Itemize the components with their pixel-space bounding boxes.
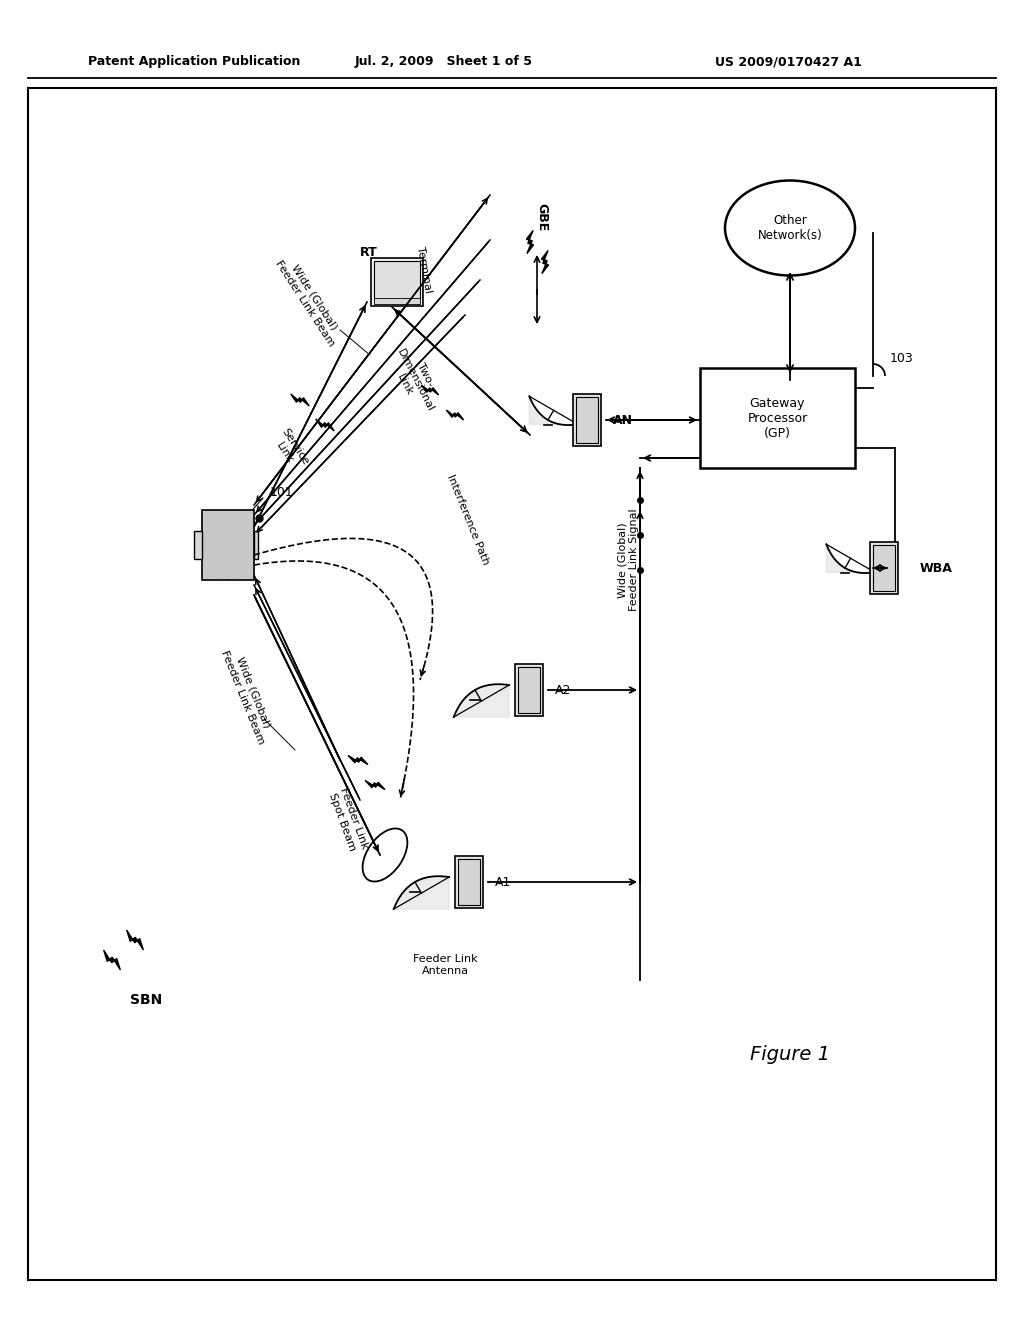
- Polygon shape: [393, 876, 450, 909]
- Text: Feeder Link
Antenna: Feeder Link Antenna: [413, 954, 477, 975]
- Polygon shape: [103, 950, 121, 970]
- Bar: [202, 510, 254, 579]
- Text: Wide (Global)
Feeder Link Beam: Wide (Global) Feeder Link Beam: [273, 252, 346, 348]
- Text: Two-
Dimensional
Link: Two- Dimensional Link: [384, 342, 445, 418]
- Text: A1: A1: [495, 875, 511, 888]
- Bar: [700, 368, 855, 469]
- Text: Gateway
Processor
(GP): Gateway Processor (GP): [748, 396, 808, 440]
- Polygon shape: [826, 544, 874, 573]
- Text: Wide (Global)
Feeder Link Signal: Wide (Global) Feeder Link Signal: [617, 508, 639, 611]
- Polygon shape: [127, 931, 143, 950]
- Polygon shape: [315, 418, 334, 432]
- Ellipse shape: [725, 181, 855, 276]
- Polygon shape: [365, 780, 385, 789]
- Bar: [194, 531, 202, 558]
- Bar: [518, 667, 540, 713]
- Text: Feeder Link
Spot Beam: Feeder Link Spot Beam: [327, 785, 370, 854]
- Text: Jul. 2, 2009   Sheet 1 of 5: Jul. 2, 2009 Sheet 1 of 5: [355, 55, 534, 69]
- Text: WBA: WBA: [920, 561, 953, 574]
- Text: 103: 103: [890, 351, 913, 364]
- Bar: [371, 257, 423, 306]
- Bar: [515, 664, 543, 715]
- Text: Wide (Global)
Feeder Link Beam: Wide (Global) Feeder Link Beam: [219, 644, 276, 746]
- Bar: [374, 298, 420, 304]
- Text: Terminal: Terminal: [415, 246, 433, 294]
- Bar: [573, 393, 601, 446]
- Bar: [374, 261, 420, 300]
- Polygon shape: [421, 385, 438, 395]
- Text: 101: 101: [270, 487, 294, 499]
- Text: AN: AN: [613, 413, 633, 426]
- Polygon shape: [526, 231, 534, 253]
- Text: RT: RT: [360, 246, 378, 259]
- Bar: [870, 543, 898, 594]
- Bar: [873, 545, 895, 591]
- Polygon shape: [542, 251, 549, 273]
- Bar: [254, 531, 258, 558]
- Polygon shape: [291, 393, 309, 407]
- Polygon shape: [454, 684, 509, 717]
- Text: Other
Network(s): Other Network(s): [758, 214, 822, 242]
- Polygon shape: [348, 755, 368, 764]
- Polygon shape: [529, 396, 578, 425]
- Text: US 2009/0170427 A1: US 2009/0170427 A1: [715, 55, 862, 69]
- Bar: [458, 859, 480, 906]
- Text: Interference Path: Interference Path: [445, 474, 490, 566]
- Polygon shape: [446, 411, 464, 420]
- Text: SBN: SBN: [130, 993, 162, 1007]
- Text: Service
Link: Service Link: [269, 426, 310, 474]
- Bar: [575, 397, 598, 444]
- Text: A2: A2: [555, 684, 571, 697]
- Text: Patent Application Publication: Patent Application Publication: [88, 55, 300, 69]
- Text: Figure 1: Figure 1: [750, 1045, 830, 1064]
- Bar: [455, 855, 483, 908]
- Text: GBE: GBE: [536, 203, 549, 231]
